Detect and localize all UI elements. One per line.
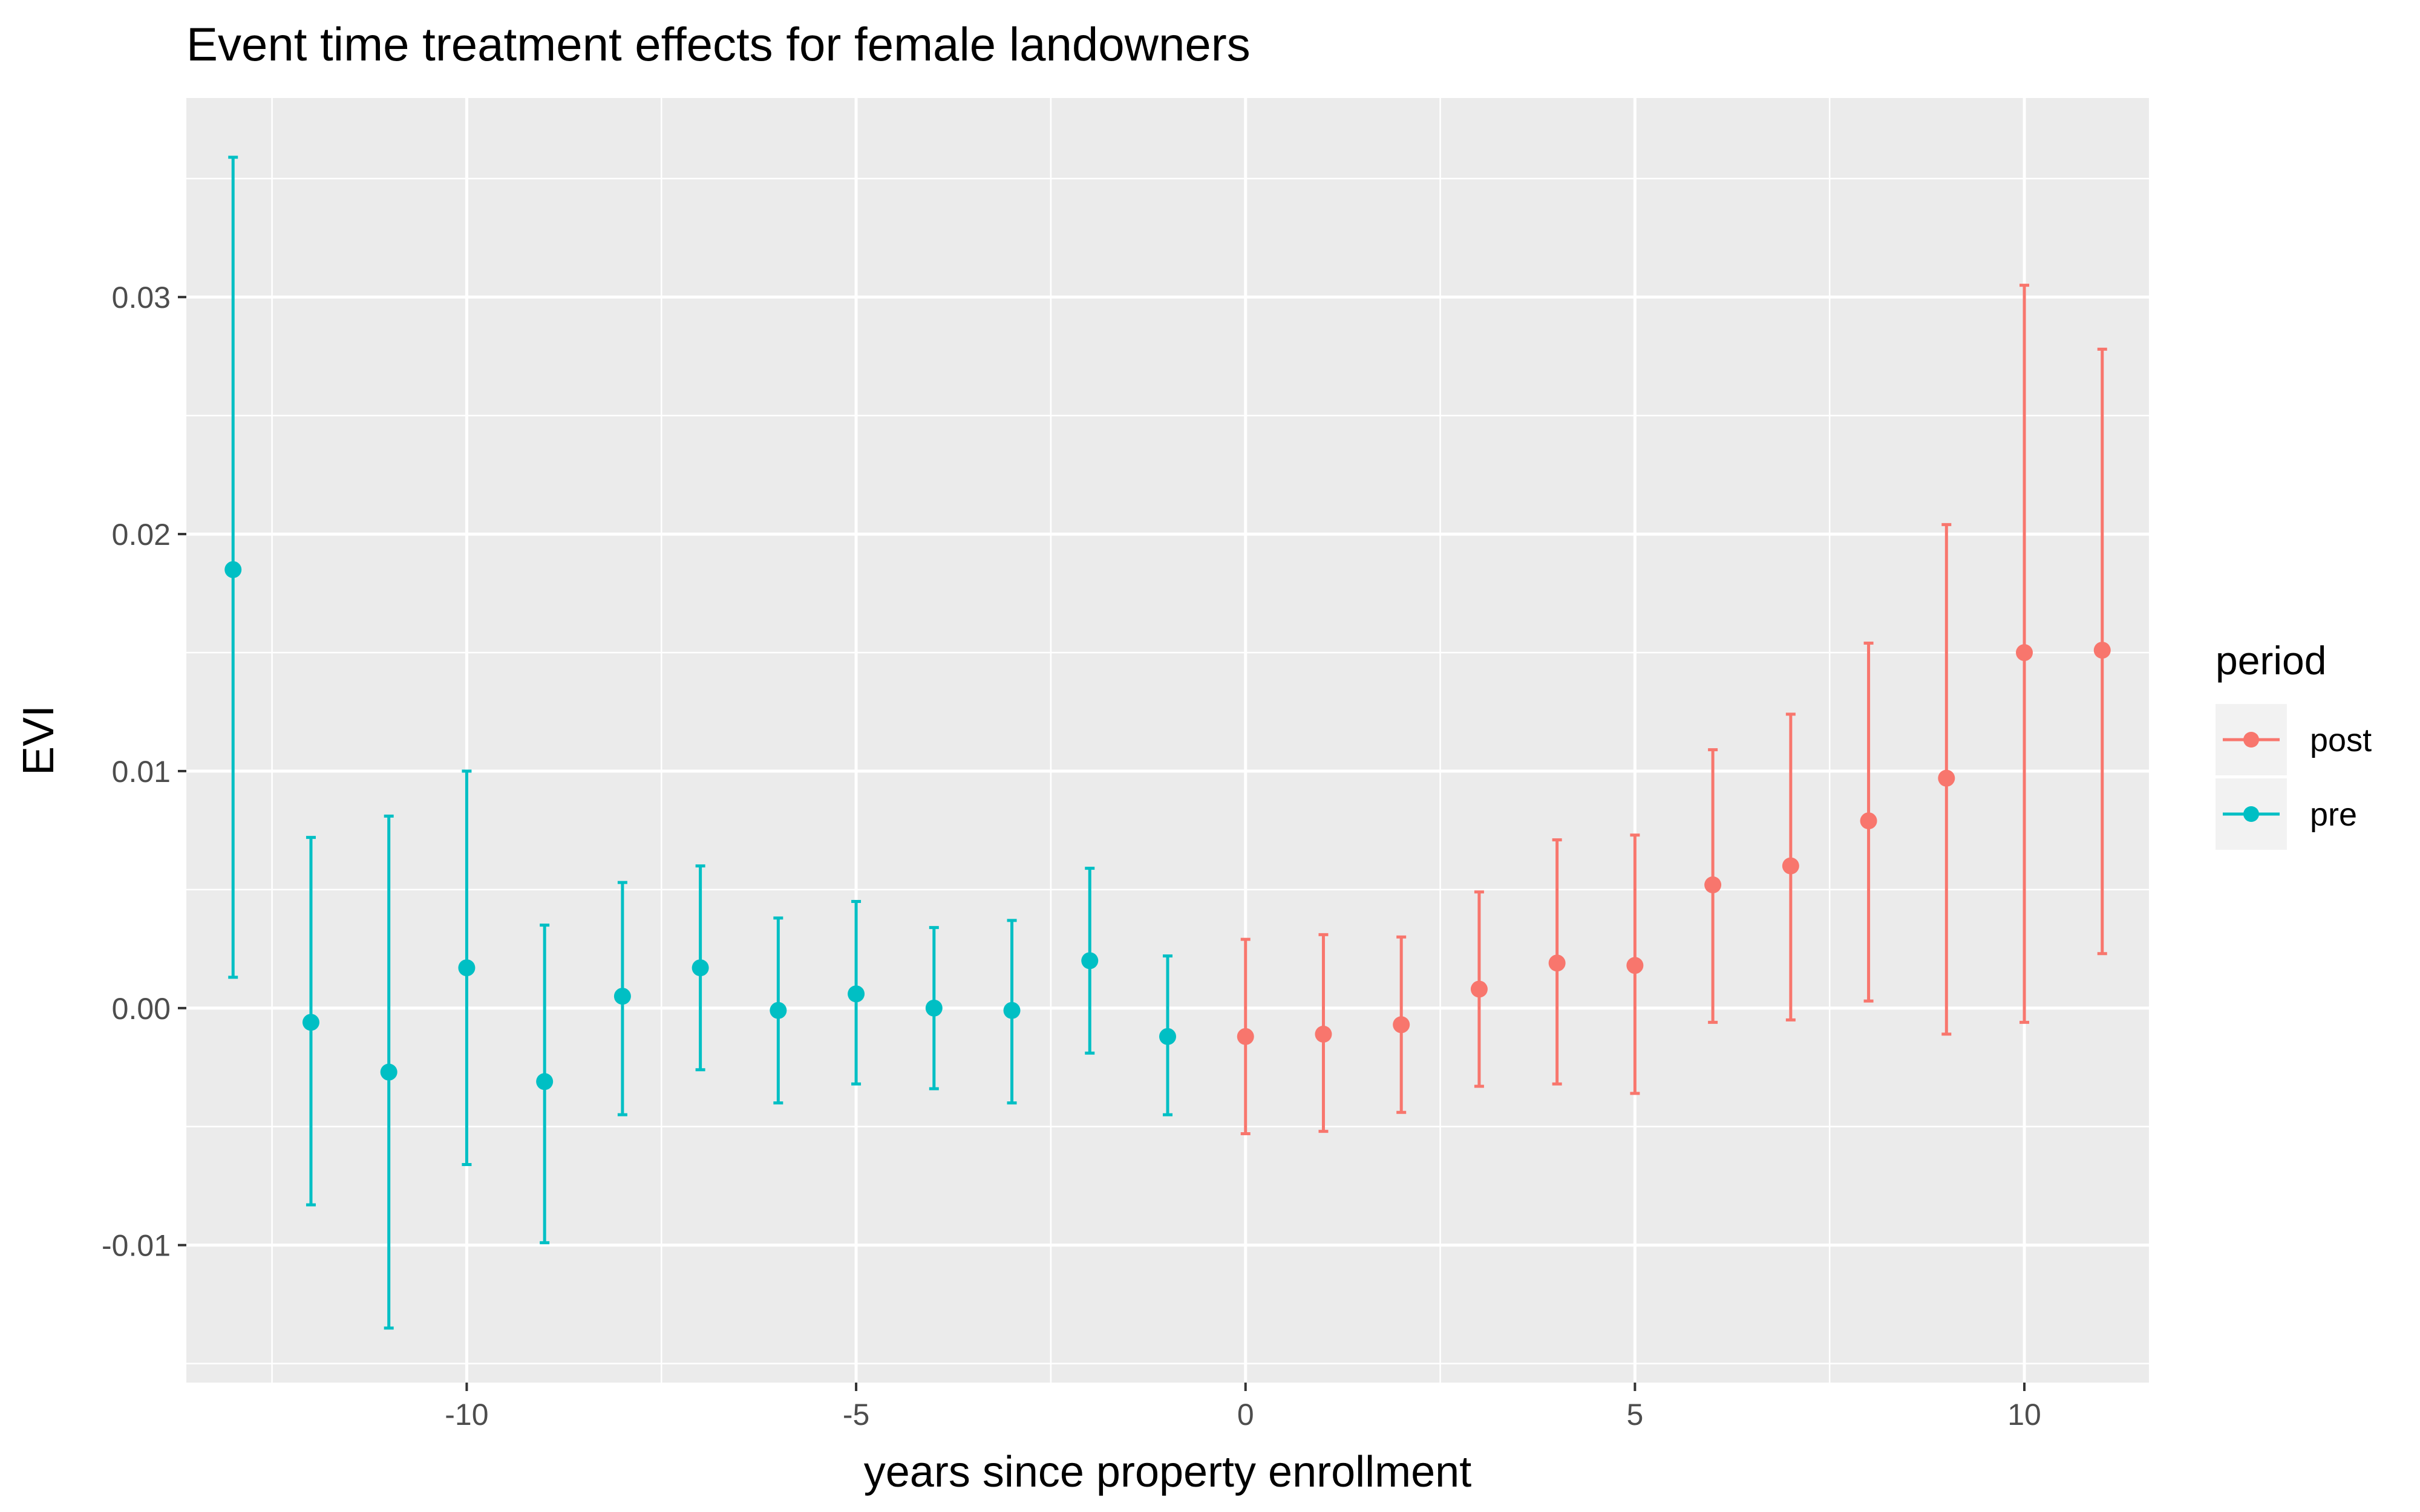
point-pre	[925, 999, 943, 1017]
point-post	[1470, 980, 1488, 998]
point-post	[1782, 857, 1799, 875]
legend-title: period	[2216, 638, 2326, 683]
y-tick-label: 0.00	[112, 992, 171, 1026]
legend: period post pre	[2216, 638, 2372, 850]
x-axis-label: years since property enrollment	[864, 1448, 1471, 1496]
x-tick-label: 5	[1626, 1398, 1643, 1432]
point-pre	[1003, 1002, 1021, 1019]
point-post	[1237, 1028, 1254, 1045]
point-post	[1393, 1016, 1410, 1034]
point-post	[2016, 644, 2033, 662]
x-tick-label: -5	[843, 1398, 869, 1432]
point-pre	[1159, 1028, 1176, 1045]
point-pre	[1081, 952, 1099, 969]
point-post	[1626, 957, 1644, 974]
point-post	[2093, 642, 2111, 659]
y-axis: -0.01 0.00 0.01 0.02 0.03	[102, 281, 186, 1263]
chart-title: Event time treatment effects for female …	[186, 18, 1251, 71]
point-pre	[692, 959, 709, 977]
plot-panel	[186, 98, 2149, 1383]
legend-item-post: post	[2216, 704, 2372, 775]
legend-label-post: post	[2310, 722, 2372, 758]
point-post	[1938, 769, 1955, 787]
y-axis-label: EVI	[15, 705, 63, 775]
data-points	[224, 561, 2111, 1090]
y-tick-label: -0.01	[102, 1229, 171, 1263]
point-pre	[613, 988, 631, 1005]
point-pre	[302, 1014, 319, 1031]
point-pre	[380, 1063, 397, 1081]
point-pre	[458, 959, 476, 977]
y-tick-label: 0.03	[112, 281, 171, 314]
point-post	[1315, 1025, 1332, 1043]
x-tick-label: 10	[2007, 1398, 2041, 1432]
y-tick-label: 0.02	[112, 518, 171, 552]
x-axis: -10 -5 0 5 10	[445, 1383, 2041, 1432]
y-tick-label: 0.01	[112, 755, 171, 789]
point-pre	[848, 985, 865, 1003]
point-pre	[536, 1073, 554, 1090]
point-post	[1704, 876, 1722, 894]
legend-point-post	[2243, 732, 2259, 748]
legend-label-pre: pre	[2310, 797, 2357, 833]
minor-gridlines	[186, 98, 2149, 1383]
point-pre	[224, 561, 242, 578]
legend-item-pre: pre	[2216, 778, 2357, 850]
point-post	[1548, 954, 1566, 972]
x-tick-label: -10	[445, 1398, 488, 1432]
point-pre	[770, 1002, 787, 1019]
x-tick-label: 0	[1237, 1398, 1254, 1432]
legend-point-pre	[2243, 806, 2259, 822]
point-post	[1860, 812, 1877, 830]
